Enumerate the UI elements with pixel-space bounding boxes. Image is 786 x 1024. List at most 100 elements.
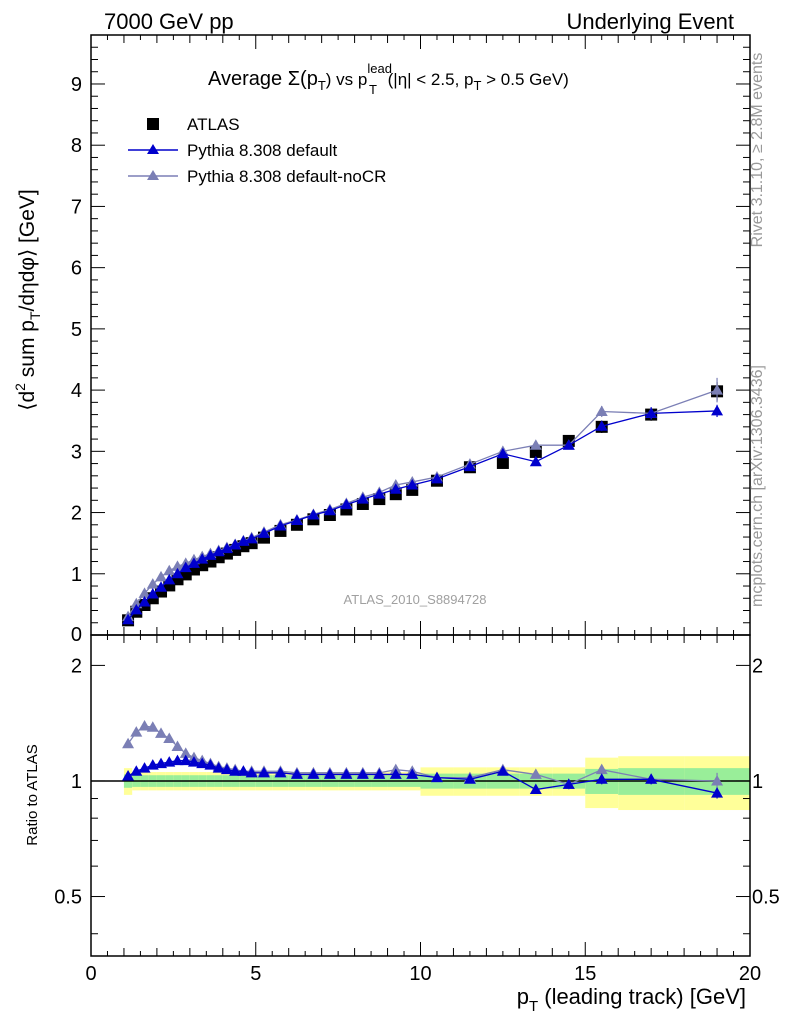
data-point <box>179 747 192 758</box>
data-point <box>389 483 402 494</box>
x-tick-label: 20 <box>739 963 761 985</box>
data-point <box>463 773 476 784</box>
data-point <box>323 504 336 516</box>
data-point <box>229 765 242 776</box>
data-point <box>187 557 200 568</box>
chart-title: Average Σ(pT) vs plead T (|η| < 2.5, pT >… <box>208 61 569 97</box>
rivet-version-label: Rivet 3.1.10, ≥ 2.8M events <box>749 53 766 248</box>
data-point <box>220 542 233 554</box>
main-y-axis-label: ⟨d2 sum pT/dηdφ⟩ [GeV] <box>12 189 43 410</box>
data-point <box>406 479 419 490</box>
data-point <box>529 783 542 795</box>
ratio-y-tick-label: 1 <box>752 771 763 793</box>
data-point <box>155 570 168 582</box>
data-point <box>212 545 225 557</box>
data-point <box>155 727 168 738</box>
main-panel-series <box>122 377 724 627</box>
data-point <box>146 578 159 589</box>
data-point <box>171 754 184 766</box>
data-point <box>220 763 233 775</box>
data-point <box>187 756 200 767</box>
data-point <box>290 514 303 526</box>
data-point <box>274 766 287 778</box>
data-point <box>323 768 336 779</box>
data-point <box>245 766 258 778</box>
x-axis-label: pT (leading track) [GeV] <box>517 984 746 1015</box>
x-tick-label: 10 <box>409 963 431 985</box>
data-point <box>171 740 184 751</box>
data-point <box>562 778 575 789</box>
data-point <box>595 420 608 431</box>
data-point <box>562 439 575 450</box>
header-topic-label: Underlying Event <box>566 9 734 34</box>
x-tick-label: 15 <box>574 963 596 985</box>
data-point <box>204 759 217 770</box>
data-point <box>711 787 724 798</box>
data-point <box>307 768 320 779</box>
data-point <box>130 603 143 615</box>
ratio-y-tick-label: 1 <box>71 771 82 793</box>
series-line <box>127 389 718 617</box>
data-point <box>274 520 287 531</box>
data-point <box>122 613 135 625</box>
data-point <box>122 770 135 781</box>
ratio-y-tick-labels: 0.5 0.5 1 1 2 2 <box>54 655 780 908</box>
data-point <box>122 737 135 749</box>
data-point <box>340 768 353 779</box>
data-point <box>529 768 542 779</box>
series-line <box>127 410 718 621</box>
data-point <box>138 595 151 607</box>
data-point <box>138 720 151 731</box>
main-y-tick-label: 8 <box>71 135 82 157</box>
ratio-panel-series <box>122 720 724 799</box>
data-point <box>257 527 270 538</box>
x-tick-label: 5 <box>250 963 261 985</box>
main-y-tick-label: 0 <box>71 624 82 646</box>
main-y-tick-label: 2 <box>71 503 82 525</box>
data-point <box>237 765 250 776</box>
x-tick-labels: 0 5 10 15 20 <box>85 963 761 985</box>
data-point <box>146 587 159 599</box>
legend-label-pythia-nocr: Pythia 8.308 default-noCR <box>187 167 386 186</box>
data-point <box>196 553 209 564</box>
data-point <box>146 721 159 732</box>
data-point <box>196 757 209 769</box>
legend-marker-atlas <box>147 118 159 130</box>
data-point <box>130 726 143 737</box>
ratio-y-tick-label: 0.5 <box>54 887 82 909</box>
data-point <box>130 765 143 776</box>
data-point <box>430 771 443 783</box>
header-energy-label: 7000 GeV pp <box>104 9 234 34</box>
data-point <box>179 754 192 766</box>
data-point <box>212 762 225 773</box>
ratio-y-tick-label: 0.5 <box>752 887 780 909</box>
data-point <box>340 498 353 510</box>
data-point <box>595 773 608 784</box>
data-point <box>529 439 542 450</box>
data-point <box>171 567 184 579</box>
data-point <box>290 768 303 779</box>
data-point <box>163 573 176 585</box>
analysis-id-label: ATLAS_2010_S8894728 <box>344 592 487 607</box>
series-line <box>127 759 718 794</box>
data-point <box>645 407 658 418</box>
data-point <box>711 774 724 786</box>
data-point <box>356 768 369 779</box>
data-point <box>163 564 176 576</box>
ratio-y-tick-label: 2 <box>71 655 82 677</box>
legend-marker-pythia-default <box>147 144 159 154</box>
legend-label-atlas: ATLAS <box>187 115 240 134</box>
main-y-tick-label: 1 <box>71 564 82 586</box>
data-point <box>257 766 270 778</box>
data-point <box>163 732 176 744</box>
data-point <box>138 587 151 598</box>
data-point <box>595 405 608 417</box>
data-point <box>179 561 192 573</box>
ratio-axis-ticks <box>90 635 751 956</box>
ratio-y-tick-label: 2 <box>752 655 763 677</box>
main-axis-ticks <box>90 34 751 636</box>
data-point <box>645 773 658 784</box>
main-y-tick-label: 6 <box>71 258 82 280</box>
data-point <box>389 768 402 779</box>
